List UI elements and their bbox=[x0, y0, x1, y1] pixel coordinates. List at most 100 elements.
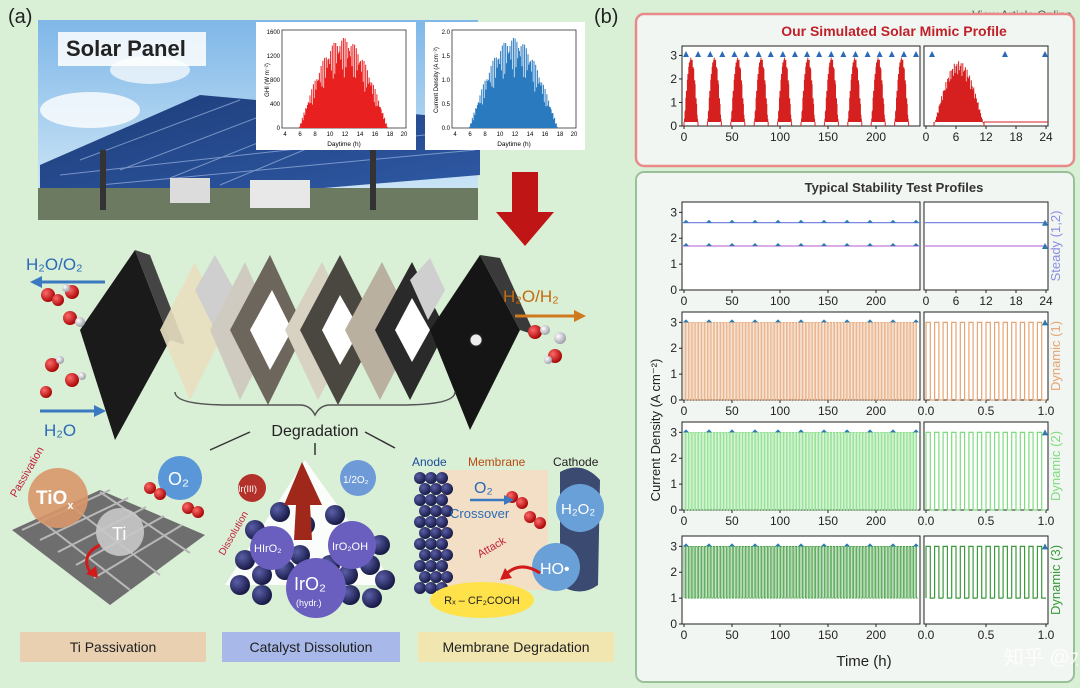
catalyst-ball bbox=[270, 502, 290, 522]
arrow-right-in-icon bbox=[40, 405, 106, 417]
stab-row-3-left-ytick-label: 1 bbox=[670, 591, 677, 605]
stab-row-0-left-marker bbox=[890, 219, 896, 223]
stab-row-2-right-xtick-label: 1.0 bbox=[1038, 514, 1055, 528]
ghi-inset: GHI (W m⁻²) Daytime (h) 0 400 800 1200 1… bbox=[256, 22, 416, 150]
stab-row-0-left-marker bbox=[706, 219, 712, 223]
stab-row-2-label: Dynamic (2) bbox=[1048, 431, 1063, 501]
ho-label: HO• bbox=[540, 561, 570, 578]
tiox-label: TiOx bbox=[36, 488, 74, 512]
stability-ylabel: Current Density (A cm⁻²) bbox=[648, 359, 663, 502]
ti-passivation-illustration bbox=[12, 456, 205, 605]
cd-xtick-1: 6 bbox=[468, 132, 472, 138]
anode-ball bbox=[419, 549, 431, 561]
mimic-left-ytick-label: 2 bbox=[670, 72, 677, 86]
stab-row-3-left-marker bbox=[844, 543, 850, 547]
stab-row-2-left-marker bbox=[706, 429, 712, 433]
stab-row-2-right-xtick-label: 0.0 bbox=[918, 514, 935, 528]
mimic-left-marker bbox=[852, 51, 859, 57]
stab-row-1-left-marker bbox=[729, 319, 735, 323]
mimic-left-xtick-label: 50 bbox=[725, 130, 739, 144]
solar-title-bg bbox=[58, 32, 206, 66]
stab-row-3-left-series bbox=[683, 546, 918, 599]
mimic-right-marker bbox=[1042, 51, 1048, 57]
stab-row-0-left-ytick-label: 3 bbox=[670, 205, 677, 219]
anode-ball bbox=[414, 516, 426, 528]
mimic-left-marker bbox=[876, 51, 883, 57]
mimic-right-marker bbox=[929, 51, 935, 57]
solar-mimic-title: Our Simulated Solar Mimic Profile bbox=[781, 23, 1007, 39]
stab-row-1-label: Dynamic (1) bbox=[1048, 321, 1063, 391]
stab-row-1-left-marker bbox=[798, 319, 804, 323]
stab-row-1-left-ytick-label: 1 bbox=[670, 367, 677, 381]
molecules-right bbox=[528, 325, 566, 364]
mimic-right-marker bbox=[1002, 51, 1008, 57]
mimic-left-marker bbox=[840, 51, 847, 57]
stab-row-0-left-xtick-label: 100 bbox=[770, 294, 790, 308]
stab-row-1-left-marker bbox=[890, 319, 896, 323]
mimic-right-xtick-label: 18 bbox=[1009, 130, 1023, 144]
cd-bars-series bbox=[469, 38, 558, 128]
mimic-left-xtick-label: 150 bbox=[818, 130, 838, 144]
degradation-arrows bbox=[209, 431, 396, 455]
stab-row-3-left-marker bbox=[821, 543, 827, 547]
ghi-ytick-1: 400 bbox=[270, 102, 281, 108]
stab-row-0-left-marker bbox=[867, 219, 873, 223]
ghi-ytick-3: 1200 bbox=[267, 54, 281, 60]
hiro2-label: HIrO₂ bbox=[254, 543, 282, 555]
iro2oh-label: IrO₂OH bbox=[332, 541, 368, 553]
panel-label-b: (b) bbox=[594, 6, 619, 28]
anode-ball bbox=[425, 582, 437, 594]
stab-row-2-right-marker bbox=[1042, 429, 1048, 436]
membrane-degradation-illustration bbox=[414, 467, 604, 618]
stab-row-3-left-marker bbox=[867, 543, 873, 547]
stab-row-0-left-marker bbox=[706, 243, 712, 247]
stab-row-0-left-xtick-label: 200 bbox=[866, 294, 886, 308]
stab-row-0-left-xtick-label: 150 bbox=[818, 294, 838, 308]
h2o2-label: H₂O₂ bbox=[561, 501, 595, 518]
ti-label: Ti bbox=[112, 524, 126, 544]
mimic-left-marker bbox=[719, 51, 726, 57]
stab-row-3-left-marker bbox=[683, 543, 689, 547]
stab-row-3-left-marker bbox=[729, 543, 735, 547]
cd-xtick-2: 8 bbox=[483, 132, 487, 138]
zhihu-watermark: 知乎 @水氢电 bbox=[1004, 646, 1078, 669]
stab-row-3-label: Dynamic (3) bbox=[1048, 545, 1063, 615]
stab-row-2-left-xtick-label: 50 bbox=[725, 514, 739, 528]
stab-row-2-left-marker bbox=[867, 429, 873, 433]
stab-row-0-label: Steady (1,2) bbox=[1048, 211, 1063, 282]
cd-ytick-4: 2.0 bbox=[442, 30, 451, 36]
ir3-label: Ir(III) bbox=[238, 484, 257, 494]
stab-row-0-right-xtick-label: 24 bbox=[1039, 294, 1053, 308]
mimic-left-marker bbox=[683, 51, 689, 57]
stab-row-2-left-ytick-label: 0 bbox=[670, 503, 677, 517]
catalyst-ball bbox=[362, 588, 382, 608]
mimic-left-xtick-label: 0 bbox=[681, 130, 688, 144]
hydr-label: (hydr.) bbox=[296, 598, 322, 608]
stab-row-1-right-xtick-label: 1.0 bbox=[1038, 404, 1055, 418]
mimic-left-marker bbox=[864, 51, 871, 57]
mimic-left-marker bbox=[767, 51, 774, 57]
molecules-left bbox=[40, 284, 86, 398]
stab-row-2-left-marker bbox=[821, 429, 827, 433]
stab-row-1-right-series bbox=[925, 321, 1046, 401]
stab-row-1-left-marker bbox=[752, 319, 758, 323]
stab-row-1-left-xtick-label: 200 bbox=[866, 404, 886, 418]
catalyst-ball bbox=[325, 505, 345, 525]
cd-ytick-2: 1.0 bbox=[442, 78, 451, 84]
anode-ball bbox=[441, 571, 453, 583]
stab-row-0-right-xtick-label: 12 bbox=[979, 294, 993, 308]
stab-row-0-left-marker bbox=[683, 219, 689, 223]
stab-row-3-left-xtick-label: 100 bbox=[770, 628, 790, 642]
stab-row-2-left-ytick-label: 2 bbox=[670, 451, 677, 465]
stab-row-3-left-xtick-label: 50 bbox=[725, 628, 739, 642]
stab-row-0-left-ytick-label: 1 bbox=[670, 257, 677, 271]
stab-row-3-left-ytick-label: 0 bbox=[670, 617, 677, 631]
half-o2-label: 1/2O₂ bbox=[343, 475, 369, 486]
ghi-ytick-4: 1600 bbox=[267, 30, 281, 36]
degradation-label: Degradation bbox=[271, 423, 358, 440]
ghi-xtick-3: 10 bbox=[327, 132, 334, 138]
stab-row-0-right-marker bbox=[1042, 243, 1048, 249]
mimic-left-ytick-label: 1 bbox=[670, 95, 677, 109]
caption-membrane-degradation: Membrane Degradation bbox=[418, 632, 614, 662]
mimic-left-marker bbox=[743, 51, 750, 57]
